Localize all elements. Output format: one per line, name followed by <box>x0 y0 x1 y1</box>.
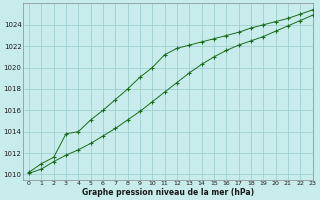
X-axis label: Graphe pression niveau de la mer (hPa): Graphe pression niveau de la mer (hPa) <box>82 188 254 197</box>
